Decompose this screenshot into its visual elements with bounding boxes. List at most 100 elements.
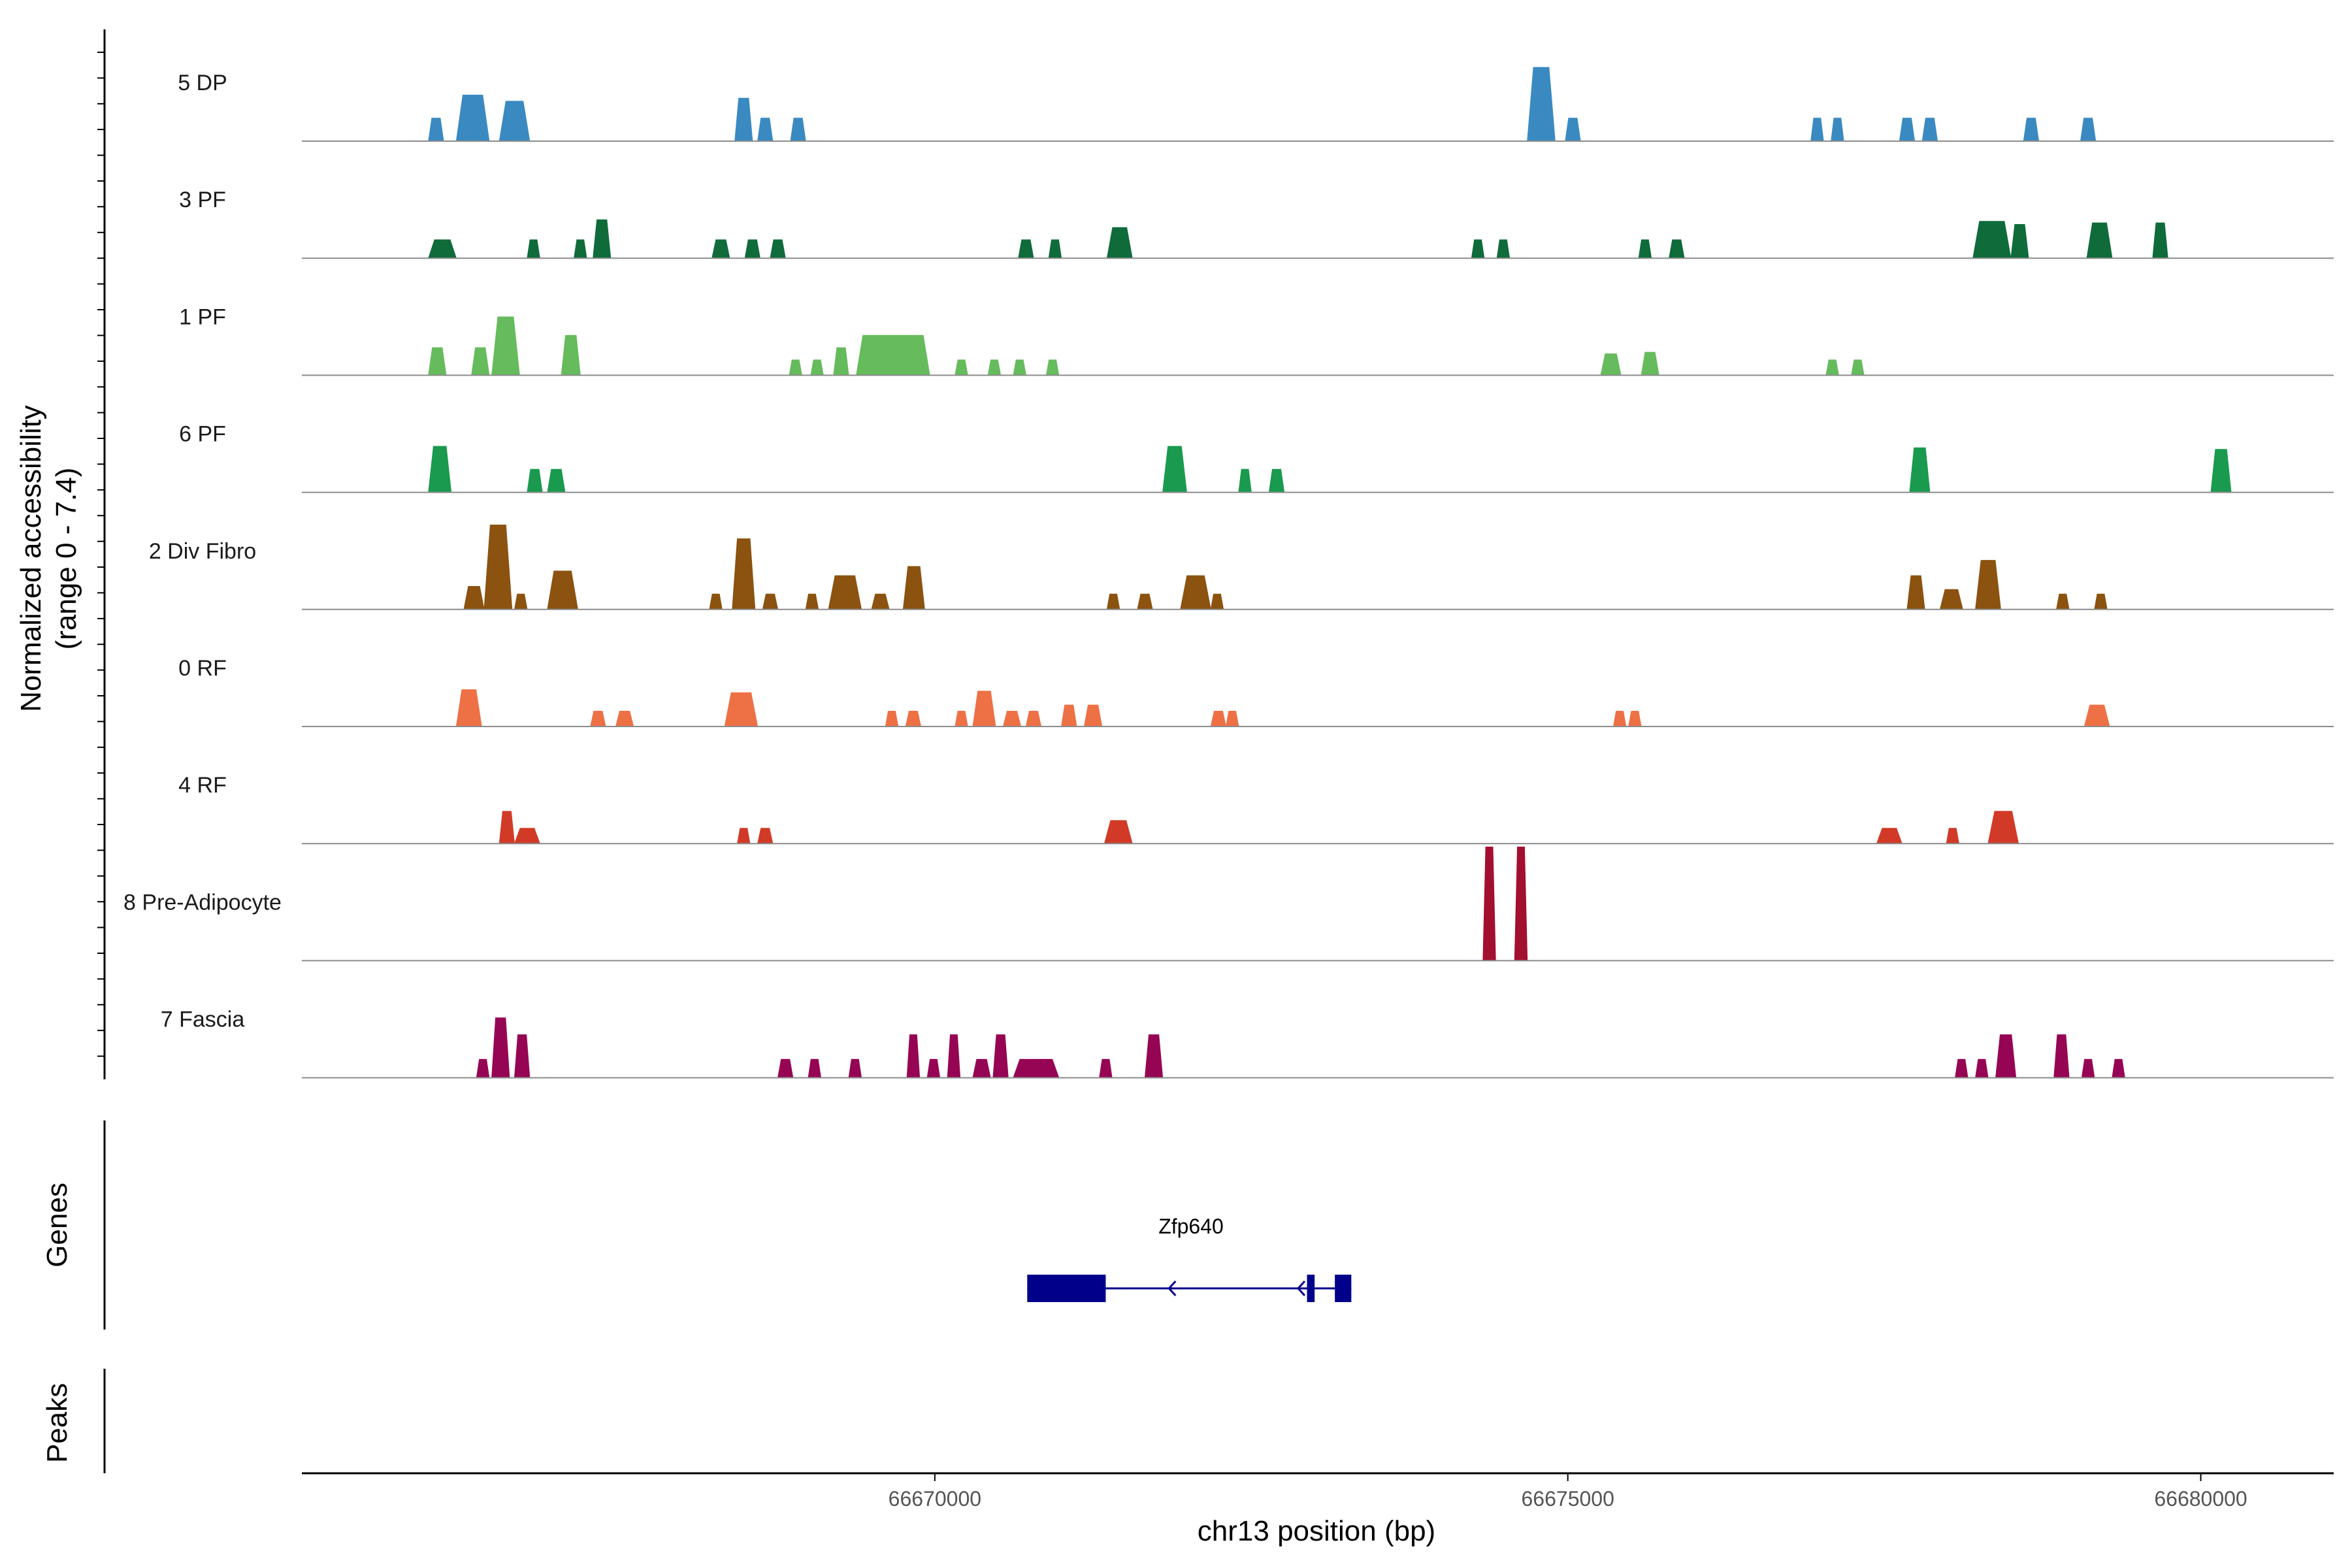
coverage-peak	[1018, 239, 1034, 259]
coverage-peak	[1496, 239, 1511, 259]
coverage-peak	[1975, 560, 2001, 610]
coverage-peak	[885, 711, 899, 727]
coverage-peak	[1825, 359, 1839, 376]
gene-panel	[1027, 1275, 1352, 1302]
coverage-peak	[1909, 447, 1931, 493]
coverage-peak	[1612, 711, 1627, 727]
coverage-peak	[463, 586, 485, 610]
track-label: 2 Div Fibro	[149, 539, 256, 564]
coverage-peak	[2010, 224, 2029, 259]
y-axis-title-line1: Normalized accessibility	[15, 405, 47, 711]
coverage-peak	[1025, 711, 1042, 727]
coverage-peak	[1921, 118, 1938, 142]
coverage-peak	[1810, 118, 1824, 142]
coverage-peak	[527, 468, 543, 493]
coverage-peak	[1268, 468, 1285, 493]
coverage-peak	[1906, 575, 1925, 610]
coverage-peak	[1939, 589, 1963, 610]
coverage-peak	[810, 359, 824, 376]
coverage-peak	[491, 1017, 510, 1079]
track-8-pre-adipocyte: 8 Pre-Adipocyte	[123, 846, 2334, 962]
coverage-peak	[561, 335, 581, 376]
coverage-peak	[828, 575, 862, 610]
coverage-peak	[1210, 593, 1224, 610]
track-label: 0 RF	[178, 656, 227, 681]
coverage-peak	[1144, 1034, 1164, 1079]
coverage-peak	[789, 359, 802, 376]
x-axis: 66670000 66675000 66680000	[302, 1472, 2334, 1511]
coverage-peak	[757, 118, 774, 142]
coverage-peak	[1946, 828, 1959, 844]
coverage-peak	[709, 593, 723, 610]
x-axis-title: chr13 position (bp)	[1198, 1515, 1435, 1547]
coverage-peak	[2210, 449, 2232, 493]
coverage-peak	[1137, 593, 1153, 610]
track-label: 7 Fascia	[161, 1007, 245, 1032]
coverage-peak	[777, 1058, 794, 1079]
coverage-peak	[514, 593, 528, 610]
coverage-peak	[1975, 1058, 1989, 1079]
coverage-peak	[1099, 1058, 1113, 1079]
coverage-peak	[2086, 222, 2113, 259]
coverage-peak	[711, 239, 730, 259]
coverage-peak	[1106, 593, 1120, 610]
coverage-peak	[476, 1058, 490, 1079]
gene-exon	[1307, 1275, 1315, 1302]
coverage-peak	[1471, 239, 1485, 259]
coverage-peak	[514, 828, 541, 844]
peaks-panel-title: Peaks	[41, 1383, 73, 1463]
coverage-peak	[1638, 239, 1652, 259]
coverage-peak	[2023, 118, 2040, 142]
coverage-peak	[593, 219, 612, 259]
track-7-fascia: 7 Fascia	[161, 1007, 2334, 1079]
x-tick-label: 66675000	[1522, 1487, 1614, 1511]
coverage-peak	[1210, 711, 1227, 727]
coverage-peak	[574, 239, 587, 259]
track-label: 5 DP	[178, 71, 227, 95]
coverage-peak	[856, 335, 930, 376]
coverage-peak	[1565, 118, 1581, 142]
coverage-peak	[833, 347, 849, 376]
coverage-peak	[972, 691, 996, 727]
coverage-peak	[1514, 846, 1528, 961]
gene-strand-arrow	[1296, 1280, 1306, 1297]
coverage-peak	[1876, 828, 1903, 844]
coverage-peak	[428, 446, 452, 493]
gene-label: Zfp640	[1158, 1215, 1224, 1238]
coverage-peak	[1628, 711, 1642, 727]
coverage-peak	[428, 118, 444, 142]
coverage-peak	[1162, 446, 1187, 493]
coverage-peak	[987, 359, 1002, 376]
coverage-peak	[1995, 1034, 2017, 1079]
gene-exon	[1335, 1275, 1352, 1302]
track-6-pf: 6 PF	[179, 422, 2334, 493]
coverage-peak	[1831, 118, 1844, 142]
coverage-peak	[615, 711, 634, 727]
coverage-peak	[947, 1034, 961, 1079]
coverage-peak	[2056, 593, 2070, 610]
x-tick-label: 66670000	[889, 1487, 981, 1511]
coverage-peak	[955, 711, 968, 727]
coverage-peak	[498, 811, 515, 844]
coverage-peak	[724, 692, 759, 727]
coverage-peak	[2112, 1058, 2125, 1079]
coverage-peak	[1641, 351, 1659, 376]
coverage-peak	[1955, 1058, 1968, 1079]
coverage-peak	[1482, 846, 1496, 961]
track-label: 8 Pre-Adipocyte	[123, 890, 282, 915]
coverage-peak	[1061, 704, 1077, 727]
track-4-rf: 4 RF	[178, 773, 2334, 845]
coverage-peak	[905, 711, 922, 727]
coverage-peak	[902, 566, 925, 610]
coverage-peak	[514, 1034, 531, 1079]
coverage-peak	[926, 1058, 941, 1079]
coverage-peak	[2081, 1058, 2095, 1079]
coverage-peak	[757, 828, 774, 844]
genes-panel-title: Genes	[41, 1183, 73, 1267]
coverage-peak	[2053, 1034, 2070, 1079]
coverage-peak	[455, 95, 490, 142]
coverage-peak	[1180, 575, 1211, 610]
coverage-peak	[744, 239, 760, 259]
coverage-peak	[1527, 67, 1556, 142]
